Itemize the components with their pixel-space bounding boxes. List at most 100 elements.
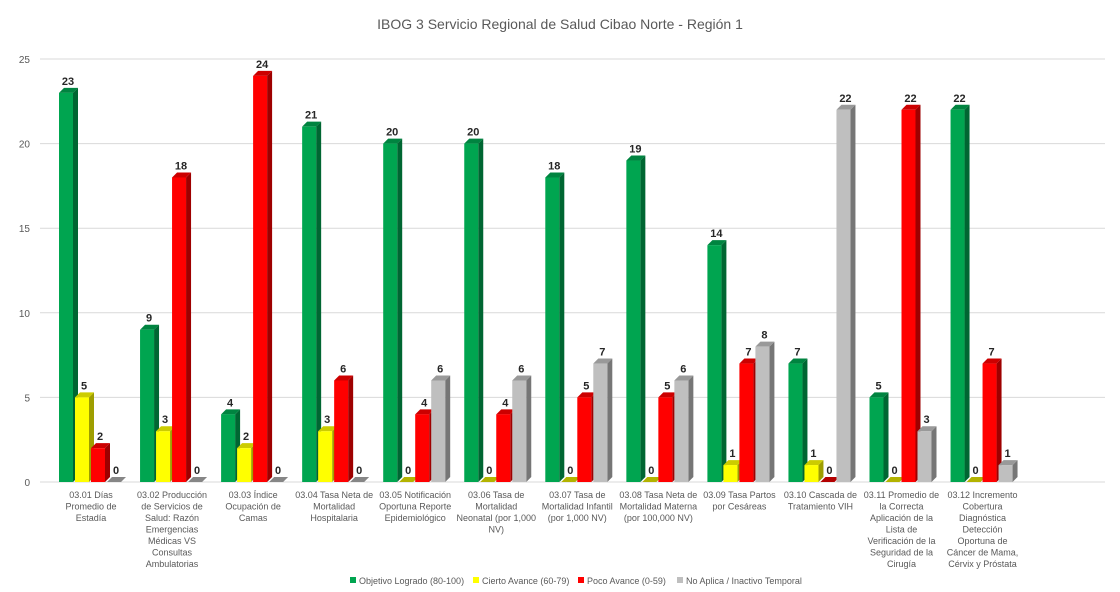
data-label: 22: [953, 93, 965, 105]
x-tick-label: 03.05 Notificación Oportuna Reporte Epidem…: [379, 490, 451, 523]
bar-top: [107, 477, 126, 482]
data-label: 6: [680, 363, 686, 375]
bar: [982, 358, 1002, 482]
bar-top: [901, 104, 921, 110]
bar-front: [383, 143, 398, 482]
bar-front: [998, 465, 1013, 482]
bar-top: [820, 477, 840, 482]
bar-front: [836, 109, 851, 482]
data-label: 0: [486, 465, 492, 477]
data-label: 0: [891, 465, 897, 477]
bar-front: [237, 448, 252, 482]
bar-side: [105, 443, 110, 482]
bar: [966, 477, 986, 482]
data-label: 0: [194, 465, 200, 477]
bar-top: [739, 358, 759, 364]
data-label: 2: [243, 431, 249, 443]
bar-side: [1012, 460, 1018, 482]
bar: [334, 375, 354, 482]
bar-side: [640, 155, 646, 482]
data-label: 9: [146, 313, 152, 325]
bar-front: [674, 380, 689, 482]
bar-front: [253, 75, 268, 483]
bar-front: [75, 397, 89, 482]
bar-front: [496, 414, 511, 482]
bar-front: [59, 92, 73, 482]
bar-side: [996, 358, 1002, 482]
bar-side: [931, 426, 937, 482]
chart-title: IBOG 3 Servicio Regional de Salud Cibao …: [377, 16, 743, 32]
data-label: 19: [629, 144, 641, 156]
bar-side: [397, 138, 403, 482]
bar: [674, 375, 694, 482]
data-label: 20: [386, 127, 398, 139]
bar-top: [318, 426, 338, 432]
bar: [107, 477, 126, 482]
data-label: 22: [839, 93, 851, 105]
bar: [885, 477, 905, 482]
bar-top: [59, 87, 78, 93]
data-label: 4: [227, 397, 234, 409]
bar-side: [73, 87, 78, 482]
bar-side: [818, 460, 824, 482]
bar-front: [140, 329, 155, 482]
bar-front: [901, 109, 916, 482]
bar-top: [512, 375, 532, 381]
bar-top: [804, 460, 824, 466]
bar: [593, 358, 613, 482]
data-label: 8: [761, 330, 767, 342]
bar-front: [156, 431, 171, 482]
bar-front: [723, 465, 738, 482]
bar-top: [577, 392, 597, 398]
bar-top: [431, 375, 451, 381]
bar-top: [91, 443, 110, 449]
bar: [399, 477, 419, 482]
bar-side: [802, 358, 808, 482]
bar-front: [917, 431, 932, 482]
x-tick-label: 03.09 Tasa Partos por Cesáreas: [703, 490, 776, 512]
bar-top: [545, 172, 565, 178]
bar: [788, 358, 808, 482]
bar-top: [140, 324, 160, 330]
bar-front: [318, 431, 333, 482]
data-label: 6: [340, 363, 346, 375]
data-label: 1: [810, 448, 816, 460]
bar-top: [755, 341, 775, 347]
bar-front: [658, 397, 673, 482]
bar: [188, 477, 208, 482]
data-label: 2: [97, 431, 103, 443]
bar-front: [755, 346, 770, 482]
bar: [642, 477, 662, 482]
bar-top: [188, 477, 208, 482]
bar-side: [478, 138, 484, 482]
data-label: 21: [305, 110, 317, 122]
bar-side: [186, 172, 192, 482]
data-label: 1: [729, 448, 735, 460]
bar-side: [559, 172, 565, 482]
data-label: 0: [356, 465, 362, 477]
bar-front: [91, 448, 105, 482]
legend-item: Objetivo Logrado (80-100): [350, 576, 464, 586]
bar-front: [512, 380, 527, 482]
bar-side: [883, 392, 889, 482]
bar-top: [269, 477, 289, 482]
bar-side: [526, 375, 532, 482]
x-tick-label: 03.02 Producción de Servicios de Salud: Ra…: [137, 490, 207, 569]
bar-front: [415, 414, 430, 482]
bar-front: [982, 363, 997, 482]
data-label: 0: [567, 465, 573, 477]
legend-label: No Aplica / Inactivo Temporal: [686, 576, 802, 586]
bar-top: [723, 460, 743, 466]
data-label: 24: [256, 59, 269, 71]
data-label: 4: [502, 397, 509, 409]
data-label: 20: [467, 127, 479, 139]
bar-front: [950, 109, 965, 482]
bar: [626, 155, 646, 482]
bar: [755, 341, 775, 482]
x-tick-label: 03.12 Incremento Cobertura Diagnóstica Dete…: [947, 490, 1019, 569]
bar: [804, 460, 824, 482]
y-tick-label: 15: [19, 224, 31, 235]
bar: [383, 138, 403, 482]
bar-side: [769, 341, 775, 482]
